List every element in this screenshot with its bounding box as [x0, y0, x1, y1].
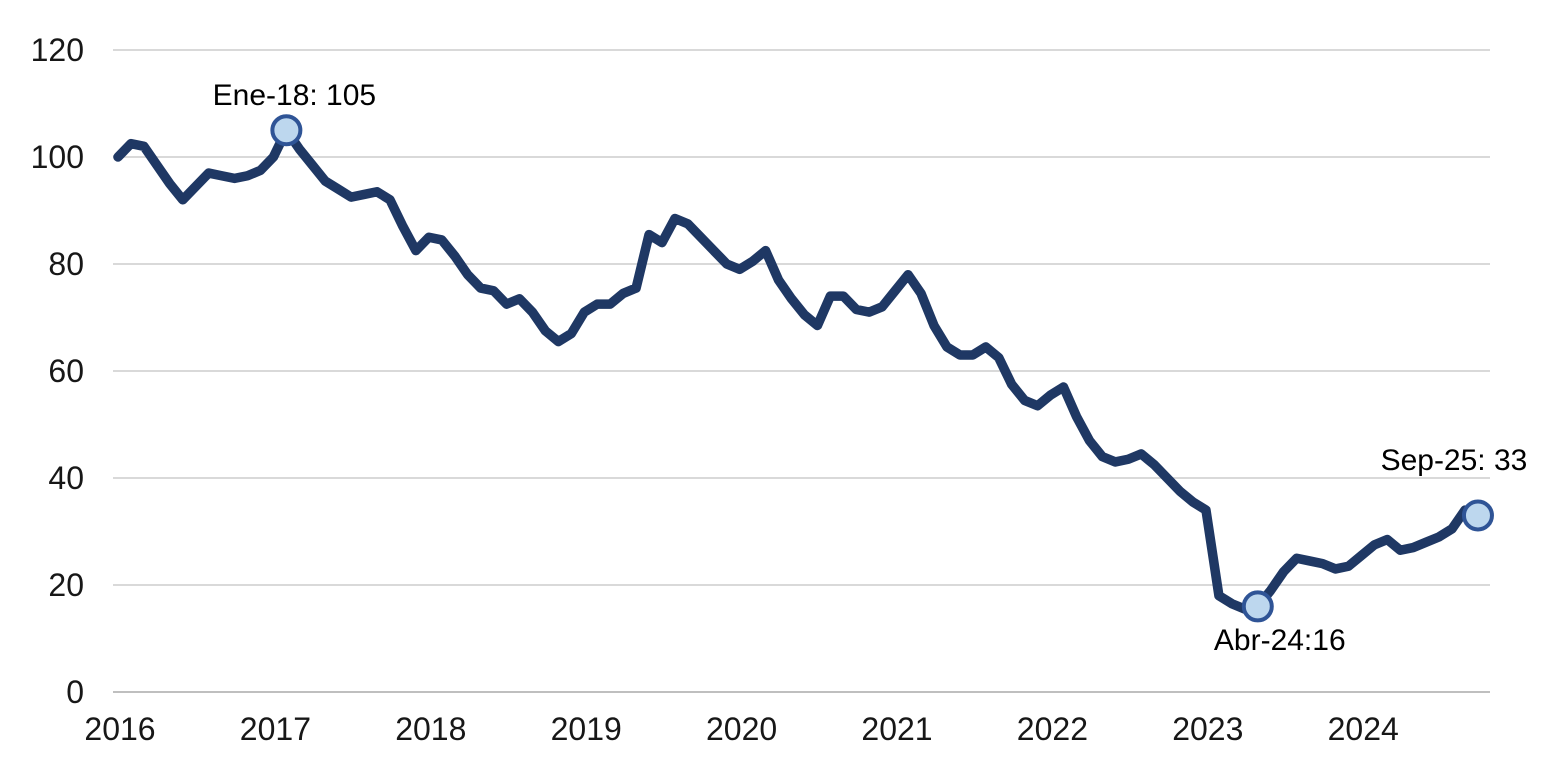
gridlines: [113, 49, 1490, 693]
annotation-latest: Sep-25: 33: [1377, 445, 1531, 478]
x-tick-label-2022: 2022: [1016, 711, 1088, 747]
x-tick-label-2018: 2018: [395, 711, 467, 747]
y-tick-label-120: 120: [30, 32, 84, 68]
annotation-trough: Abr-24:16: [1210, 625, 1349, 658]
marker-latest: [1461, 499, 1494, 532]
y-tick-label-0: 0: [66, 674, 84, 710]
y-tick-label-60: 60: [48, 353, 84, 389]
marker-peak: [270, 114, 303, 147]
data-series: [113, 125, 1483, 614]
x-tick-label-2023: 2023: [1172, 711, 1244, 747]
highlight-markers: [270, 114, 1494, 623]
y-tick-label-40: 40: [48, 460, 84, 496]
marker-trough: [1241, 590, 1274, 623]
x-tick-label-2024: 2024: [1327, 711, 1399, 747]
x-tick-label-2016: 2016: [84, 711, 156, 747]
x-tick-label-2020: 2020: [706, 711, 778, 747]
y-tick-label-80: 80: [48, 246, 84, 282]
x-tick-label-2019: 2019: [550, 711, 622, 747]
annotation-peak: Ene-18: 105: [209, 80, 380, 113]
y-tick-label-20: 20: [48, 567, 84, 603]
series-line: [113, 125, 1483, 614]
x-tick-label-2017: 2017: [239, 711, 311, 747]
y-tick-label-100: 100: [30, 139, 84, 175]
x-tick-label-2021: 2021: [861, 711, 933, 747]
